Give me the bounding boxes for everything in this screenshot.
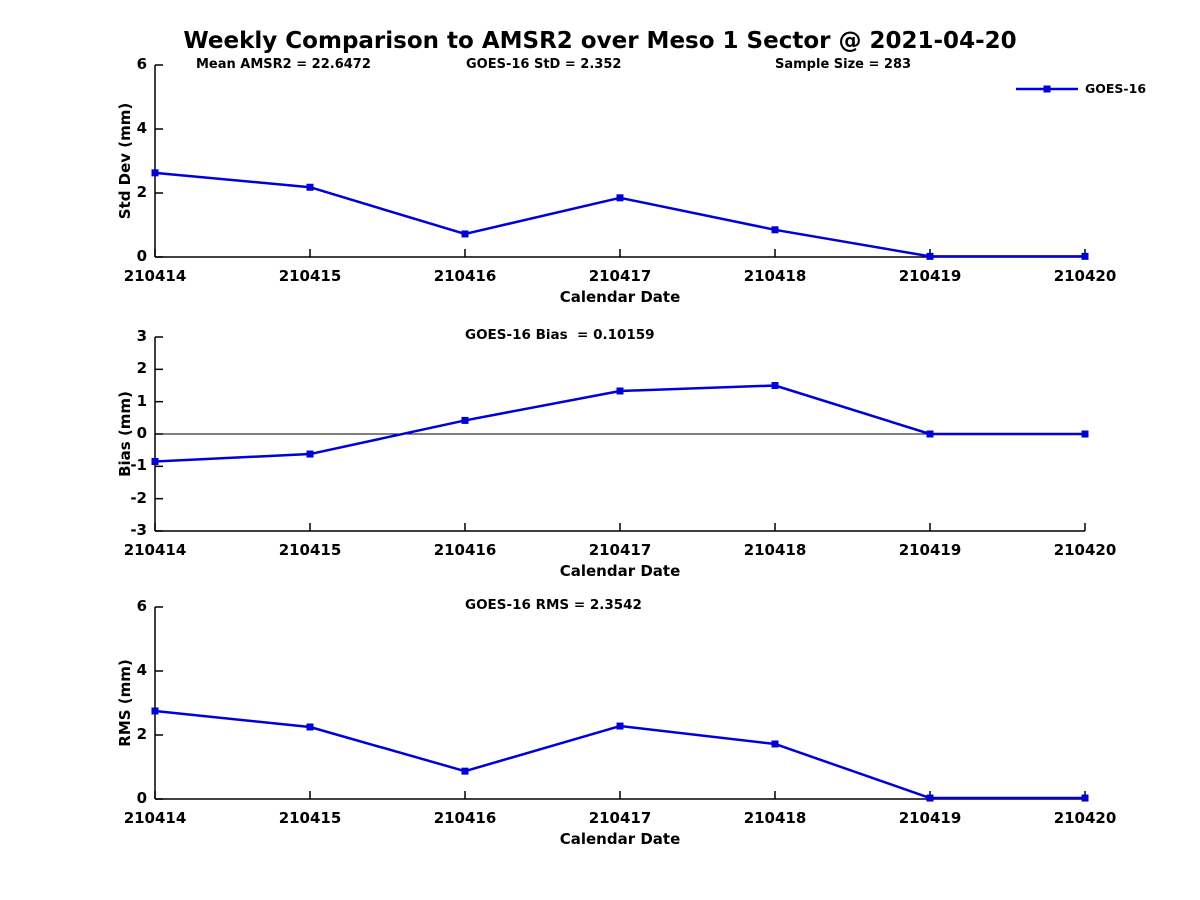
data-point-marker: [1081, 794, 1089, 802]
y-tick-label: 6: [136, 597, 147, 615]
data-point-marker: [616, 722, 624, 730]
y-tick-label: 0: [136, 789, 147, 807]
x-tick-label: 210420: [1053, 809, 1117, 827]
data-point-marker: [926, 430, 934, 438]
subplot-rms-title: GOES-16 RMS = 2.3542: [465, 597, 642, 613]
x-tick-label: 210414: [123, 809, 187, 827]
x-axis-label: Calendar Date: [559, 288, 681, 306]
x-tick-label: 210418: [743, 541, 807, 559]
y-tick-label: -2: [130, 488, 147, 507]
y-tick-label: 4: [136, 119, 147, 137]
data-point-marker: [926, 794, 934, 802]
y-tick-label: 1: [136, 391, 147, 410]
data-point-marker: [771, 382, 779, 389]
stat-sample-size: Sample Size = 283: [775, 57, 912, 72]
x-tick-label: 210418: [743, 267, 807, 285]
y-tick-label: -1: [130, 456, 147, 475]
data-point-marker: [306, 450, 314, 458]
y-tick-label: 3: [136, 327, 147, 345]
x-tick-label: 210415: [278, 541, 342, 559]
legend-label: GOES-16: [1085, 81, 1147, 96]
x-tick-label: 210417: [588, 541, 652, 559]
data-point-marker: [771, 740, 779, 748]
x-tick-label: 210416: [433, 267, 497, 285]
y-tick-label: 2: [136, 183, 147, 201]
x-tick-label: 210418: [743, 809, 807, 827]
data-point-marker: [616, 194, 624, 202]
y-tick-label: 6: [136, 55, 147, 73]
data-point-marker: [151, 457, 159, 465]
x-axis-label: Calendar Date: [559, 562, 681, 580]
data-point-marker: [461, 767, 469, 775]
data-point-marker: [461, 416, 469, 424]
data-point-marker: [1081, 430, 1089, 438]
x-tick-label: 210417: [588, 809, 652, 827]
y-tick-label: 4: [136, 661, 147, 679]
stat-goes16-std: GOES-16 StD = 2.352: [466, 57, 622, 72]
x-tick-label: 210414: [123, 267, 187, 285]
y-tick-label: 2: [136, 725, 147, 743]
data-point-marker: [306, 183, 314, 191]
x-tick-label: 210415: [278, 809, 342, 827]
x-tick-label: 210415: [278, 267, 342, 285]
data-point-marker: [616, 387, 624, 395]
x-tick-label: 210417: [588, 267, 652, 285]
data-point-marker: [151, 707, 159, 715]
data-point-marker: [151, 169, 159, 177]
stat-mean-amsr2: Mean AMSR2 = 22.6472: [196, 57, 371, 72]
x-tick-label: 210420: [1053, 267, 1117, 285]
data-point-marker: [771, 226, 779, 234]
figure-title: Weekly Comparison to AMSR2 over Meso 1 S…: [183, 28, 1017, 54]
data-point-marker: [926, 252, 934, 260]
subplot-bias-title: GOES-16 Bias = 0.10159: [465, 327, 655, 343]
x-tick-label: 210414: [123, 541, 187, 559]
y-tick-label: -3: [130, 521, 147, 539]
legend-marker: [1043, 85, 1051, 93]
data-point-marker: [1081, 252, 1089, 260]
y-tick-label: 0: [136, 247, 147, 265]
data-point-marker: [306, 723, 314, 731]
y-tick-label: 0: [136, 424, 147, 442]
data-point-marker: [461, 230, 469, 238]
x-axis-label: Calendar Date: [559, 830, 681, 848]
series-line: [154, 171, 1085, 258]
y-tick-label: 2: [136, 359, 147, 378]
x-tick-label: 210416: [433, 809, 497, 827]
x-tick-label: 210419: [898, 267, 962, 285]
x-tick-label: 210419: [898, 541, 962, 559]
x-tick-label: 210419: [898, 809, 962, 827]
x-tick-label: 210416: [433, 541, 497, 559]
series-line: [154, 384, 1085, 463]
x-tick-label: 210420: [1053, 541, 1117, 559]
